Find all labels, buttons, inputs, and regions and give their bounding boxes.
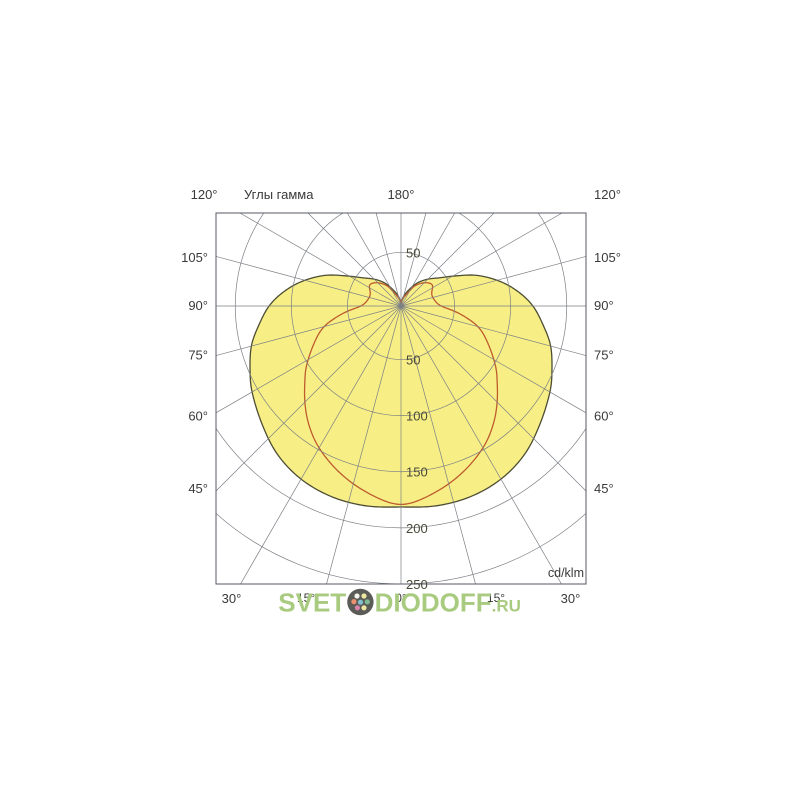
svg-text:Углы гамма: Углы гамма xyxy=(244,187,314,202)
svg-text:cd/klm: cd/klm xyxy=(548,566,584,580)
svg-text:90°: 90° xyxy=(188,298,208,313)
svg-text:45°: 45° xyxy=(594,481,614,496)
svg-text:180°: 180° xyxy=(388,187,415,202)
svg-text:75°: 75° xyxy=(594,348,614,363)
svg-text:60°: 60° xyxy=(594,409,614,424)
svg-text:150: 150 xyxy=(406,465,428,480)
svg-text:105°: 105° xyxy=(594,250,621,265)
svg-text:105°: 105° xyxy=(181,250,208,265)
svg-text:30°: 30° xyxy=(561,591,581,606)
svg-text:50: 50 xyxy=(406,353,420,368)
svg-text:45°: 45° xyxy=(188,481,208,496)
svg-text:60°: 60° xyxy=(188,409,208,424)
svg-text:50: 50 xyxy=(406,246,420,261)
svg-text:SVET: SVET xyxy=(278,588,346,618)
svg-text:30°: 30° xyxy=(222,591,242,606)
svg-text:200: 200 xyxy=(406,521,428,536)
svg-text:120°: 120° xyxy=(191,187,218,202)
svg-text:90°: 90° xyxy=(594,298,614,313)
svg-text:75°: 75° xyxy=(188,348,208,363)
svg-text:120°: 120° xyxy=(594,187,621,202)
svg-text:100: 100 xyxy=(406,409,428,424)
